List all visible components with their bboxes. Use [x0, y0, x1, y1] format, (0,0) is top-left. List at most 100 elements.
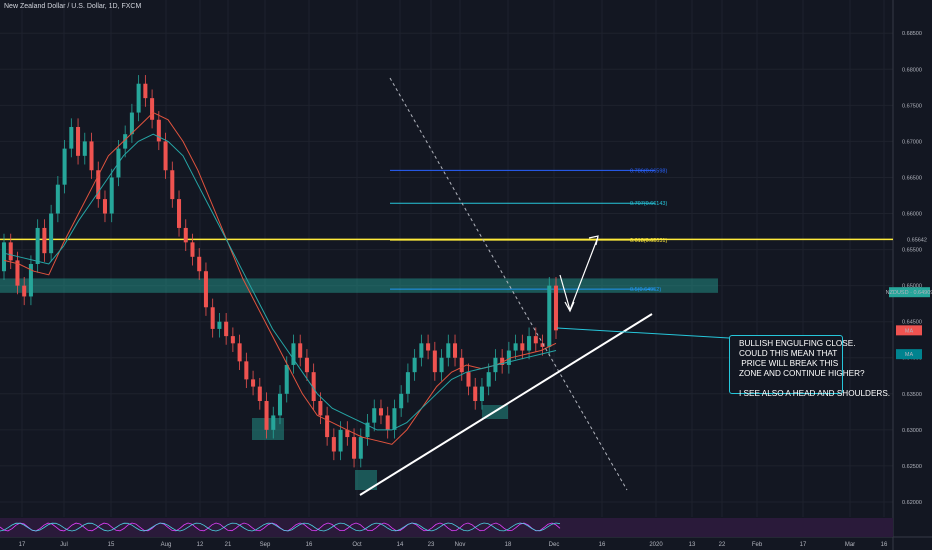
x-tick-label: 17 — [800, 542, 807, 548]
note-line: BULLISH ENGULFING CLOSE. — [739, 339, 856, 348]
x-tick-label: 14 — [397, 542, 404, 548]
candle-body — [150, 98, 155, 120]
candle-body — [513, 343, 518, 351]
candle-body — [244, 361, 249, 380]
candle-body — [69, 126, 74, 149]
y-tick-label: 0.66000 — [902, 212, 922, 218]
x-tick-label: 17 — [19, 542, 26, 548]
y-tick-label: 0.66500 — [902, 175, 922, 181]
candle-body — [520, 343, 525, 351]
candle-body — [129, 112, 134, 135]
x-tick-label: Aug — [161, 542, 172, 548]
x-tick-label: Mar — [845, 542, 855, 548]
candle-body — [318, 401, 323, 416]
candle-body — [352, 437, 357, 459]
oscillator-signal — [0, 522, 561, 532]
candle-body — [432, 350, 437, 373]
candle-body — [506, 350, 511, 365]
candle-body — [89, 141, 94, 171]
candle-body — [298, 343, 303, 358]
candle-body — [163, 141, 168, 171]
support-trendline — [359, 313, 653, 496]
candle-body — [365, 422, 370, 438]
projection-arrow — [559, 236, 599, 312]
y-tick-label: 0.62000 — [902, 500, 922, 506]
x-tick-label: Jul — [60, 542, 68, 548]
candle-body — [217, 321, 222, 329]
candle-body — [102, 199, 107, 214]
candle-body — [55, 184, 60, 214]
candle-body — [405, 372, 410, 394]
candle-body — [28, 264, 33, 297]
x-tick-label: 23 — [428, 542, 435, 548]
candle-body — [177, 199, 182, 228]
ma-slow-line — [3, 133, 557, 431]
candle-body — [459, 357, 464, 373]
price-axis-label: MA — [905, 352, 914, 358]
price-axis-label: 0.65642 — [907, 237, 927, 243]
candle-body — [325, 415, 330, 438]
candle-body — [224, 321, 229, 337]
candle-body — [385, 415, 390, 430]
candle-body — [62, 148, 67, 185]
candle-body — [479, 386, 484, 402]
candle-body — [143, 83, 148, 99]
chart-title: New Zealand Dollar / U.S. Dollar, 1D, FX… — [4, 3, 142, 10]
dashed-trendline — [389, 77, 628, 491]
annotation-note: BULLISH ENGULFING CLOSE. COULD THIS MEAN … — [729, 335, 890, 398]
note-line: ZONE AND CONTINUE HIGHER? — [739, 369, 865, 378]
candle-body — [345, 429, 350, 438]
candle-body — [264, 401, 269, 430]
x-tick-label: Sep — [260, 542, 271, 548]
candle-body — [304, 357, 309, 373]
candle-body — [486, 372, 491, 387]
x-tick-label: Dec — [549, 542, 560, 548]
candle-body — [197, 256, 202, 272]
candle-body — [291, 343, 296, 365]
candle-body — [42, 227, 47, 254]
price-axis-label: MA — [905, 328, 914, 334]
y-tick-label: 0.64500 — [902, 320, 922, 326]
candle-body — [466, 372, 471, 387]
candle-body — [1, 242, 7, 272]
candle-body — [372, 408, 377, 423]
candle-body — [311, 372, 316, 402]
fib-level-label: 0.786(0.66598) — [630, 168, 667, 174]
y-tick-label: 0.67500 — [902, 103, 922, 109]
y-tick-label: 0.63500 — [902, 392, 922, 398]
candle-body — [399, 393, 404, 409]
x-tick-label: 2020 — [649, 542, 663, 548]
resistance-zone — [0, 278, 718, 293]
candle-body — [277, 393, 283, 416]
x-tick-label: 12 — [197, 542, 204, 548]
candle-body — [358, 437, 363, 459]
candle-body — [96, 170, 101, 200]
candle-body — [533, 336, 538, 344]
candle-body — [453, 343, 458, 358]
y-tick-label: 0.65500 — [902, 248, 922, 254]
price-axis-label: NZDUSD · 0.64909 — [886, 290, 932, 296]
candle-body — [22, 285, 27, 297]
candle-body — [553, 285, 559, 331]
candle-body — [331, 437, 336, 452]
ma-fast-line — [3, 111, 557, 445]
candle-body — [230, 336, 235, 344]
y-tick-label: 0.62500 — [902, 464, 922, 470]
fib-level-label: 0.5(0.64952) — [630, 287, 661, 293]
candle-body — [183, 227, 188, 243]
x-tick-label: 16 — [881, 542, 888, 548]
y-tick-label: 0.68000 — [902, 67, 922, 73]
candle-body — [49, 213, 54, 254]
candle-body — [446, 343, 451, 358]
note-connector — [556, 327, 730, 339]
note-line — [739, 379, 842, 389]
candle-body — [82, 141, 87, 156]
candle-body — [156, 119, 161, 142]
candle-body — [237, 343, 242, 362]
y-tick-label: 0.68500 — [902, 31, 922, 37]
y-tick-label: 0.63000 — [902, 428, 922, 434]
arrow-head — [564, 301, 575, 313]
oscillator-panel — [0, 518, 893, 537]
fib-level-label: 0.707(0.66143) — [630, 201, 667, 207]
